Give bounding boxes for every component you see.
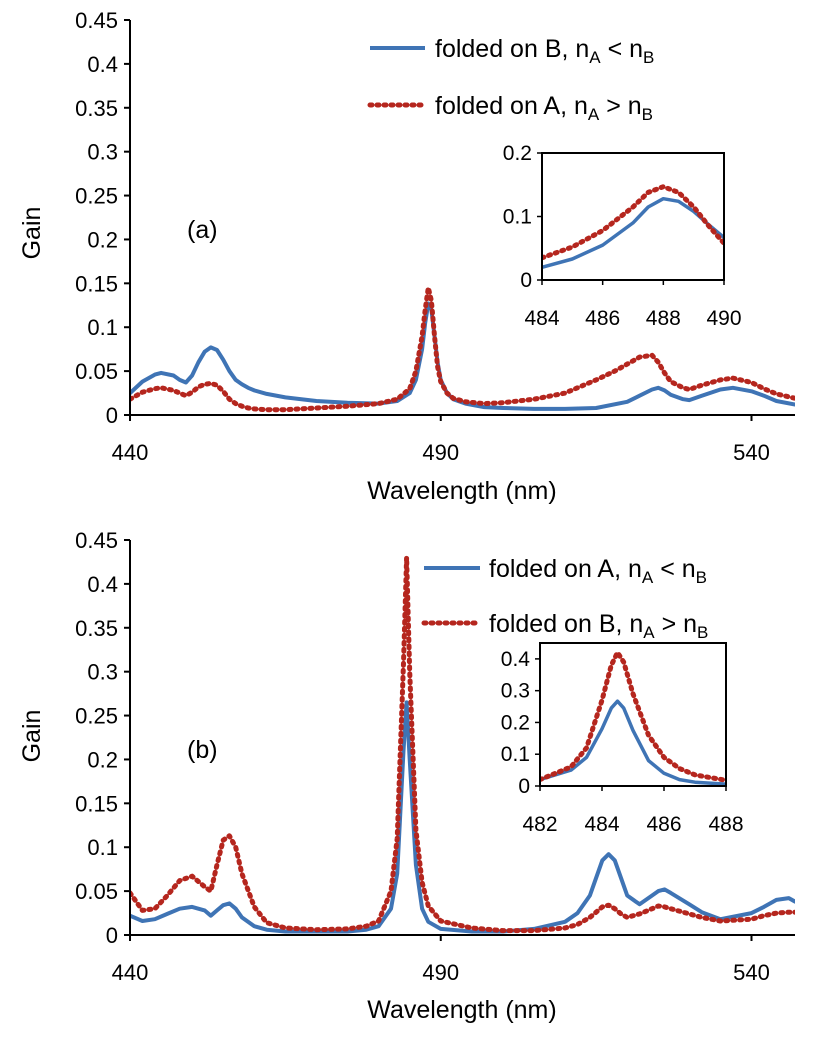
legend: folded on A, nA < nB folded on B, nA > n… — [421, 555, 708, 642]
inset-frame — [539, 642, 727, 787]
inset: 0 0.1 0.2 0.3 0.4 482 484 486 488 — [501, 642, 744, 836]
inset-y-tick-label: 0.1 — [503, 206, 532, 229]
y-axis-title: Gain — [18, 207, 46, 260]
legend-label-relation: > n — [599, 92, 641, 120]
inset-x-tick-label: 488 — [646, 307, 681, 330]
inset-x-tick-label: 482 — [522, 813, 557, 836]
inset-y-tick-label: 0 — [518, 775, 530, 798]
inset-x-tick-label: 486 — [646, 813, 681, 836]
legend-label-relation: < n — [653, 555, 695, 583]
inset-background — [540, 643, 726, 786]
inset-y-tick-label: 0.2 — [503, 142, 532, 165]
inset-y-tick-label: 0 — [520, 269, 532, 292]
legend-label-sub: B — [643, 48, 654, 67]
legend-label-sub: B — [696, 568, 707, 587]
x-tick-label: 490 — [422, 960, 459, 985]
inset-y-tick-label: 0.4 — [501, 648, 531, 671]
panel-b: 0 0.1 0.2 0.3 0.4 482 484 486 488 0 0.05 0.1 0.15 0.… — [18, 528, 795, 1024]
y-tick-label: 0.35 — [75, 96, 118, 121]
series-line-red — [130, 555, 795, 934]
legend-label-sub: A — [642, 568, 654, 587]
y-tick-label: 0.05 — [75, 359, 118, 384]
axes: 0 0.05 0.1 0.15 0.2 0.25 0.3 0.35 0.4 0.45 440 490 5… — [75, 8, 795, 465]
x-tick-label: 440 — [112, 440, 149, 465]
legend-label: folded on B, nA > nB — [489, 610, 708, 642]
legend-label-main: folded on A, n — [489, 555, 642, 583]
y-tick-label: 0.15 — [75, 791, 118, 816]
y-tick-label: 0.3 — [87, 140, 118, 165]
inset-x-tick-label: 484 — [584, 813, 619, 836]
inset-y-tick-label: 0.2 — [501, 711, 530, 734]
series-line-blue — [540, 699, 726, 786]
y-axis-title: Gain — [18, 710, 46, 763]
inset-x-tick-label: 484 — [524, 307, 559, 330]
legend-label-main: folded on B, n — [435, 35, 589, 63]
inset-x-tick-label: 488 — [708, 813, 743, 836]
x-tick-label: 490 — [422, 440, 459, 465]
y-tick-label: 0.25 — [75, 184, 118, 209]
legend-label-sub: B — [642, 105, 653, 124]
legend-label-relation: > n — [655, 610, 697, 638]
x-axis-title: Wavelength (nm) — [367, 477, 556, 505]
series-layer — [130, 555, 795, 934]
panel-tag: (b) — [187, 736, 218, 764]
y-tick-label: 0.2 — [87, 227, 118, 252]
series-line-red — [130, 285, 795, 413]
y-tick-label: 0 — [106, 923, 118, 948]
series-layer — [130, 285, 795, 413]
series-line-blue — [130, 301, 795, 411]
y-tick-label: 0.35 — [75, 616, 118, 641]
axes: 0 0.05 0.1 0.15 0.2 0.25 0.3 0.35 0.4 0.45 440 490 5… — [75, 528, 795, 985]
legend: folded on B, nA < nB folded on A, nA > n… — [367, 35, 654, 124]
legend-label-sub: A — [588, 105, 600, 124]
panel-tag: (a) — [187, 216, 218, 244]
legend-label-sub: A — [589, 48, 601, 67]
y-tick-label: 0.1 — [87, 315, 118, 340]
legend-label-main: folded on A, n — [435, 92, 588, 120]
y-tick-label: 0.4 — [87, 52, 118, 77]
x-tick-label: 440 — [112, 960, 149, 985]
inset: 0 0.1 0.2 484 486 488 490 — [503, 142, 742, 330]
inset-y-tick-label: 0.1 — [501, 743, 530, 766]
legend-label: folded on A, nA > nB — [435, 92, 653, 124]
legend-label-sub: A — [643, 623, 655, 642]
series-line-red — [540, 650, 726, 783]
y-tick-label: 0.05 — [75, 879, 118, 904]
x-tick-label: 540 — [733, 960, 770, 985]
x-axis-title: Wavelength (nm) — [367, 996, 556, 1024]
legend-label: folded on A, nA < nB — [489, 555, 707, 587]
y-tick-label: 0.2 — [87, 747, 118, 772]
inset-x-tick-label: 486 — [585, 307, 620, 330]
y-tick-label: 0.1 — [87, 835, 118, 860]
inset-x-tick-label: 490 — [706, 307, 741, 330]
inset-y-tick-label: 0.3 — [501, 680, 530, 703]
y-tick-label: 0.25 — [75, 704, 118, 729]
y-tick-label: 0.45 — [75, 528, 118, 553]
y-tick-label: 0.3 — [87, 660, 118, 685]
y-tick-label: 0.45 — [75, 8, 118, 33]
x-tick-label: 540 — [733, 440, 770, 465]
legend-label-sub: B — [697, 623, 708, 642]
y-tick-label: 0.4 — [87, 572, 118, 597]
legend-label-relation: < n — [601, 35, 643, 63]
series-line-red — [542, 184, 724, 261]
series-line-blue — [130, 700, 795, 934]
legend-label: folded on B, nA < nB — [435, 35, 654, 67]
y-tick-label: 0.15 — [75, 271, 118, 296]
y-tick-label: 0 — [106, 403, 118, 428]
legend-label-main: folded on B, n — [489, 610, 643, 638]
